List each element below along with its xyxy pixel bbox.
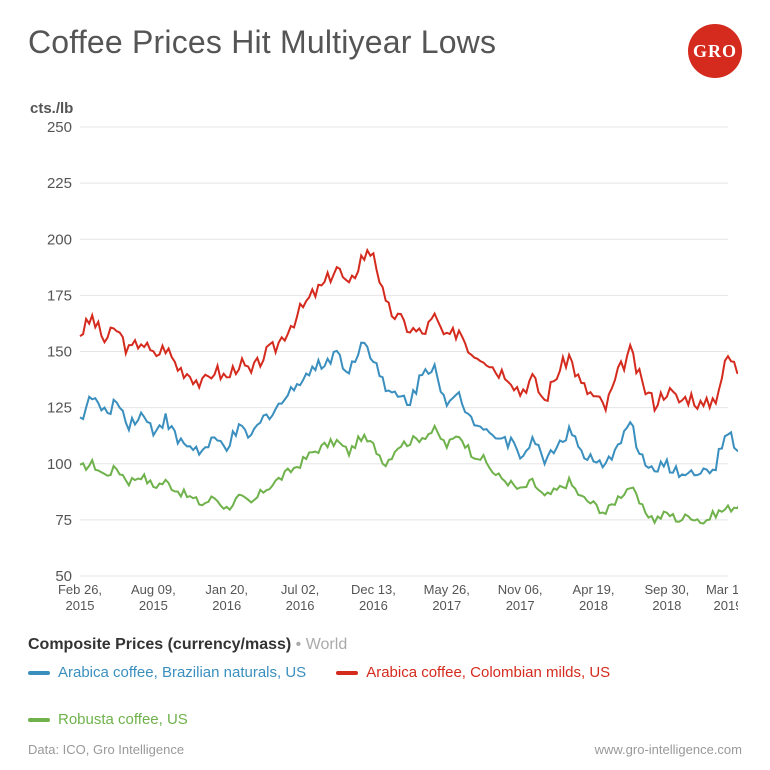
- legend-item: Arabica coffee, Colombian milds, US: [336, 664, 610, 681]
- legend-swatch: [336, 671, 358, 675]
- chart-svg: 5075100125150175200225250Feb 26,2015Aug …: [34, 121, 738, 626]
- composite-sep: •: [296, 636, 306, 653]
- chart-plot: 5075100125150175200225250Feb 26,2015Aug …: [34, 121, 738, 626]
- svg-text:Jul 02,: Jul 02,: [281, 582, 319, 597]
- brand-logo-text: GRO: [693, 41, 737, 62]
- brand-logo: GRO: [688, 24, 742, 78]
- svg-text:150: 150: [47, 344, 72, 361]
- svg-text:100: 100: [47, 456, 72, 473]
- chart-title: Coffee Prices Hit Multiyear Lows: [28, 24, 496, 61]
- legend-label: Arabica coffee, Brazilian naturals, US: [58, 664, 306, 681]
- legend: Arabica coffee, Brazilian naturals, US Ar…: [28, 664, 742, 728]
- svg-text:2017: 2017: [506, 598, 535, 613]
- legend-label: Arabica coffee, Colombian milds, US: [366, 664, 610, 681]
- svg-text:75: 75: [55, 512, 72, 529]
- svg-text:250: 250: [47, 121, 72, 136]
- svg-text:Dec 13,: Dec 13,: [351, 582, 396, 597]
- svg-text:2015: 2015: [139, 598, 168, 613]
- svg-text:200: 200: [47, 231, 72, 248]
- data-source: Data: ICO, Gro Intelligence: [28, 742, 184, 757]
- composite-label: Composite Prices (currency/mass) • World: [28, 636, 742, 654]
- svg-text:Feb 26,: Feb 26,: [58, 582, 102, 597]
- site-link: www.gro-intelligence.com: [595, 742, 742, 757]
- svg-text:175: 175: [47, 287, 72, 304]
- svg-text:2016: 2016: [359, 598, 388, 613]
- svg-text:2018: 2018: [579, 598, 608, 613]
- legend-label: Robusta coffee, US: [58, 711, 188, 728]
- svg-text:2016: 2016: [212, 598, 241, 613]
- svg-text:2018: 2018: [652, 598, 681, 613]
- svg-text:2016: 2016: [286, 598, 315, 613]
- composite-scope: World: [306, 636, 348, 653]
- svg-text:Aug 09,: Aug 09,: [131, 582, 176, 597]
- svg-text:2019: 2019: [714, 598, 738, 613]
- svg-text:Jan 20,: Jan 20,: [205, 582, 248, 597]
- legend-item: Robusta coffee, US: [28, 711, 188, 728]
- svg-text:125: 125: [47, 400, 72, 417]
- svg-text:2017: 2017: [432, 598, 461, 613]
- header: Coffee Prices Hit Multiyear Lows GRO: [28, 24, 742, 78]
- composite-metric: Composite Prices (currency/mass): [28, 636, 291, 653]
- legend-item: Arabica coffee, Brazilian naturals, US: [28, 664, 306, 681]
- y-axis-label: cts./lb: [30, 100, 742, 117]
- svg-text:May 26,: May 26,: [424, 582, 470, 597]
- svg-text:Nov 06,: Nov 06,: [498, 582, 543, 597]
- svg-text:Sep 30,: Sep 30,: [644, 582, 689, 597]
- svg-text:Mar 13,: Mar 13,: [706, 582, 738, 597]
- chart-card: Coffee Prices Hit Multiyear Lows GRO cts…: [0, 0, 770, 770]
- svg-text:225: 225: [47, 175, 72, 192]
- legend-swatch: [28, 671, 50, 675]
- chart-footer: Composite Prices (currency/mass) • World…: [28, 636, 742, 757]
- svg-text:Apr 19,: Apr 19,: [573, 582, 615, 597]
- svg-text:2015: 2015: [66, 598, 95, 613]
- legend-swatch: [28, 718, 50, 722]
- meta-row: Data: ICO, Gro Intelligence www.gro-inte…: [28, 742, 742, 757]
